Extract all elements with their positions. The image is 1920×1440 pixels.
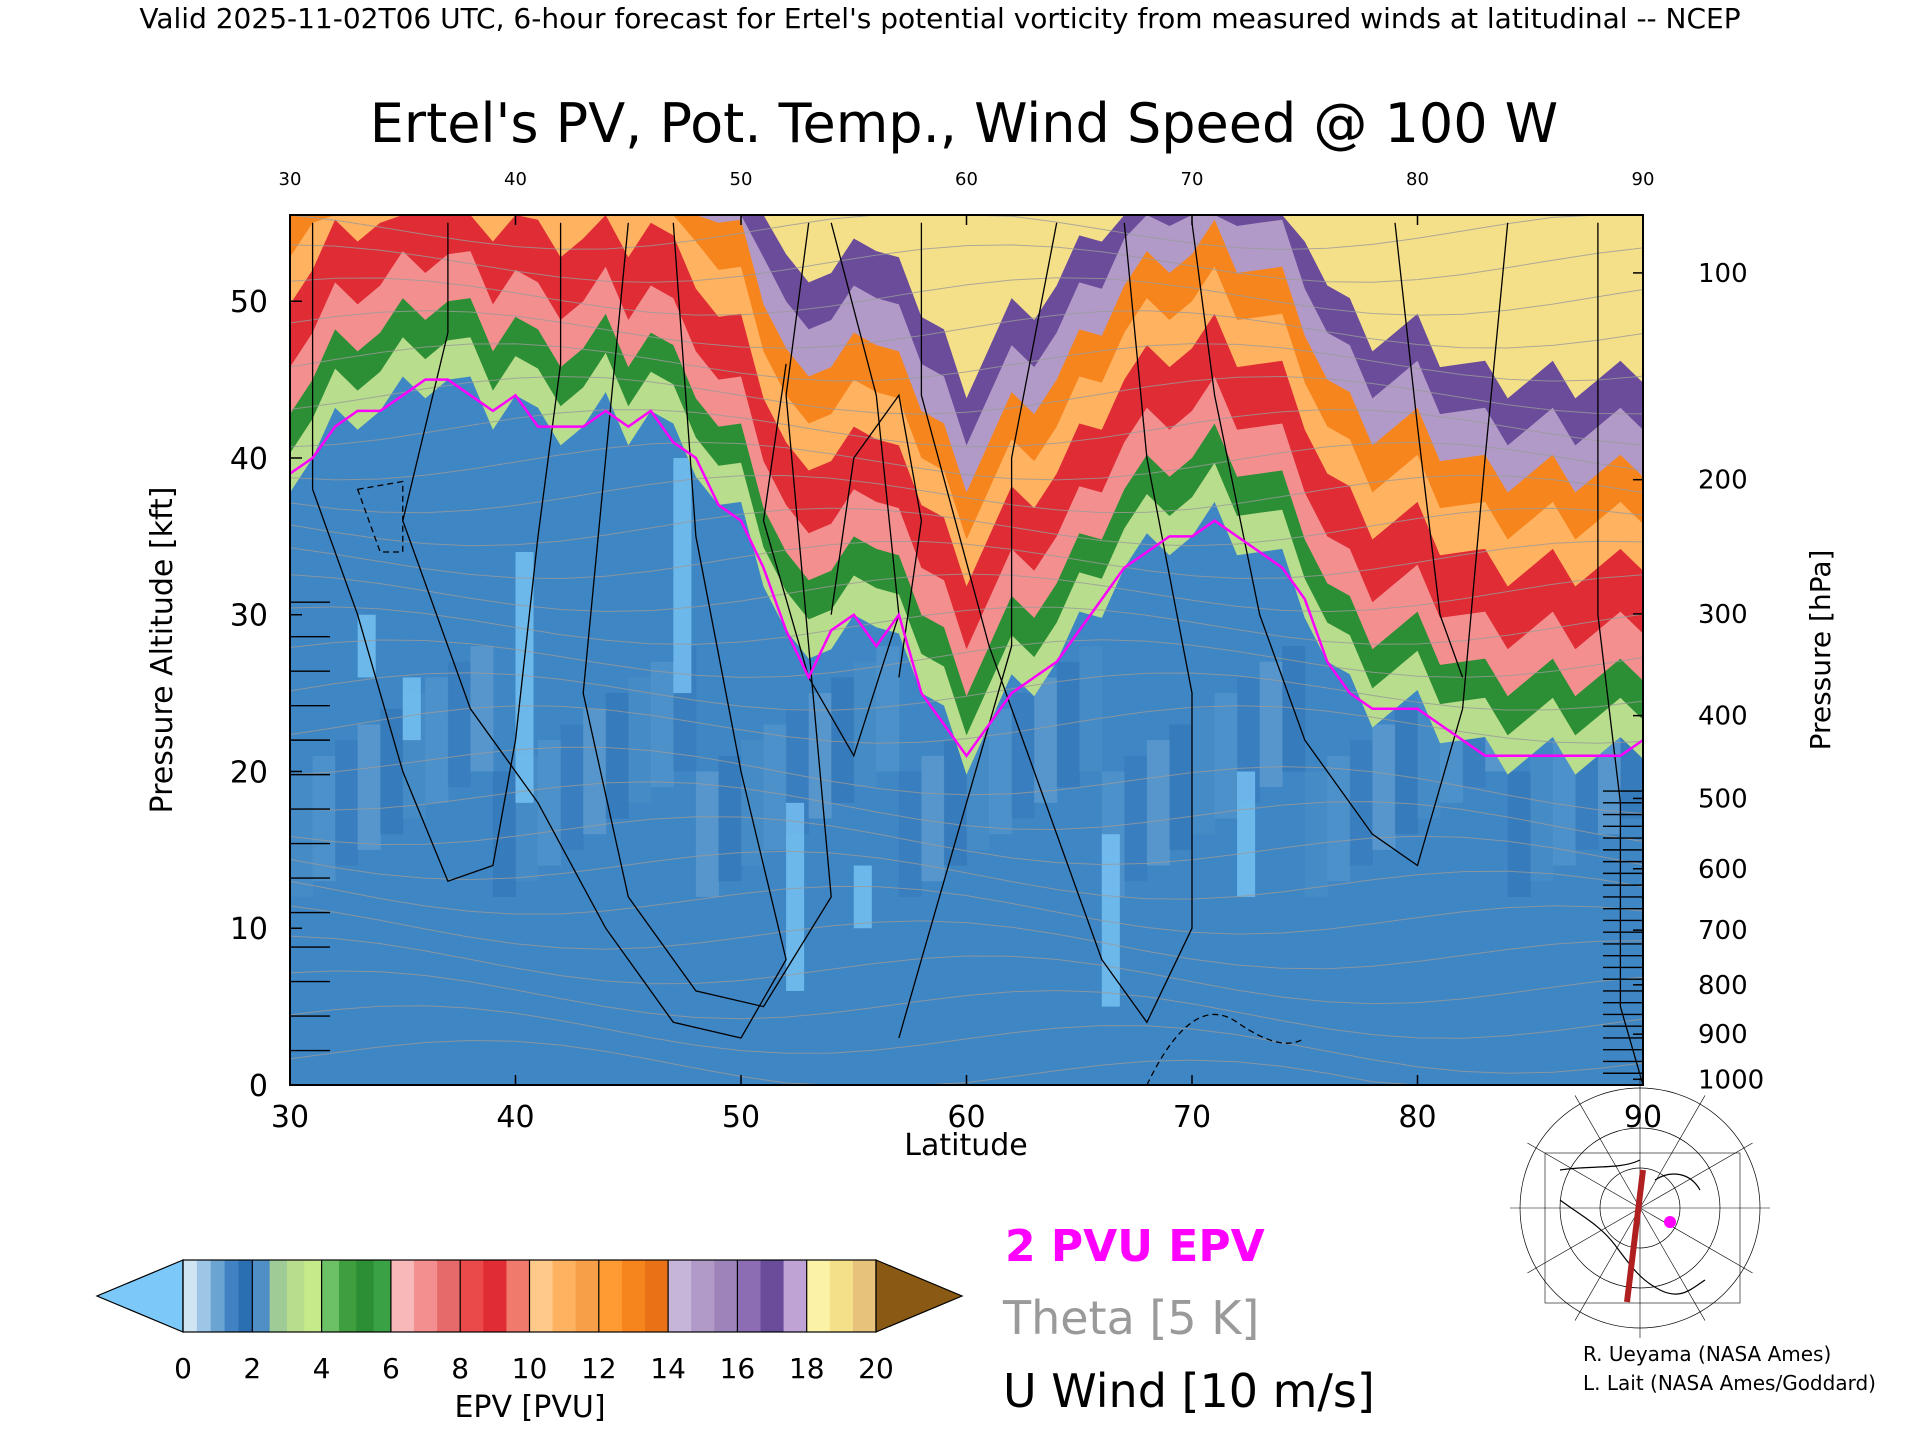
- x-tick-label: 40: [496, 1100, 534, 1135]
- colorbar-swatch: [506, 1260, 531, 1332]
- x-tick-label-top: 30: [279, 169, 302, 190]
- y-tick-label: 40: [230, 442, 268, 477]
- colorbar-label: EPV [PVU]: [454, 1390, 605, 1425]
- colorbar-tick-label: 0: [174, 1352, 192, 1385]
- x-tick-label-top: 40: [504, 169, 527, 190]
- colorbar-swatch: [196, 1260, 212, 1332]
- chart-title: Ertel's PV, Pot. Temp., Wind Speed @ 100…: [370, 92, 1558, 155]
- colorbar-swatch: [691, 1260, 715, 1332]
- p-tick-label: 200: [1698, 466, 1748, 496]
- colorbar-swatch: [338, 1260, 357, 1332]
- y-tick-label: 10: [230, 912, 268, 947]
- colorbar-swatch: [529, 1260, 554, 1332]
- colorbar-swatch: [621, 1260, 646, 1332]
- colorbar-swatch: [783, 1260, 808, 1332]
- colorbar-swatch: [304, 1260, 323, 1332]
- x-tick-label-top: 50: [730, 169, 753, 190]
- colorbar-swatch: [252, 1260, 271, 1332]
- inset-map: [1510, 1078, 1770, 1338]
- colorbar-tick-label: 6: [382, 1352, 400, 1385]
- colorbar-swatch: [356, 1260, 375, 1332]
- colorbar-frame: [182, 1259, 877, 1333]
- colorbar-swatch: [390, 1260, 415, 1332]
- colorbar-swatch: [760, 1260, 785, 1332]
- colorbar-swatch: [852, 1260, 877, 1332]
- y-axis-label-left: Pressure Altitude [kft]: [145, 487, 180, 814]
- colorbar-over: [875, 1259, 964, 1333]
- colorbar-swatch: [238, 1260, 253, 1332]
- p-tick-label: 400: [1698, 702, 1748, 732]
- wind-contours: [311, 222, 1644, 1086]
- colorbar-swatch: [183, 1260, 198, 1332]
- colorbar-tick-label: 2: [243, 1352, 261, 1385]
- p-tick-label: 900: [1698, 1020, 1748, 1050]
- x-tick-label: 60: [947, 1100, 985, 1135]
- epv-colorbar: 0 2 4 6 8 10 12 14 16 18 20: [95, 1259, 964, 1385]
- colorbar-tick-label: 8: [451, 1352, 469, 1385]
- p-tick-label: 500: [1698, 784, 1748, 814]
- x-tick-label: 80: [1398, 1100, 1436, 1135]
- y-tick-label: 50: [230, 285, 268, 320]
- x-tick-label: 70: [1173, 1100, 1211, 1135]
- colorbar-tick-label: 18: [789, 1352, 825, 1385]
- x-axis-label: Latitude: [904, 1128, 1027, 1163]
- two-pvu-line: [289, 378, 1644, 758]
- p-tick-label: 800: [1698, 971, 1748, 1001]
- colorbar-swatch: [714, 1260, 738, 1332]
- x-tick-label-top: 90: [1632, 169, 1655, 190]
- valid-header: Valid 2025-11-02T06 UTC, 6-hour forecast…: [139, 2, 1740, 35]
- colorbar-swatch: [552, 1260, 577, 1332]
- colorbar-tick-label: 4: [313, 1352, 331, 1385]
- axes: 3030404050506060707080809090010203040501…: [230, 169, 1764, 1135]
- colorbar-swatch: [598, 1260, 623, 1332]
- p-tick-label: 100: [1698, 259, 1748, 289]
- colorbar-swatch: [645, 1260, 669, 1332]
- colorbar-under: [95, 1259, 184, 1333]
- y-axis-label-right: Pressure [hPa]: [1804, 550, 1837, 751]
- colorbar-swatch: [668, 1260, 692, 1332]
- y-tick-label: 20: [230, 755, 268, 790]
- y-tick-label: 0: [249, 1069, 268, 1104]
- colorbar-swatch: [269, 1260, 288, 1332]
- colorbar-swatch: [737, 1260, 762, 1332]
- p-tick-label: 700: [1698, 916, 1748, 946]
- legend-theta: Theta [5 K]: [1002, 1291, 1259, 1345]
- colorbar-tick-label: 20: [858, 1352, 894, 1385]
- colorbar-tick-label: 12: [581, 1352, 617, 1385]
- colorbar-swatch: [437, 1260, 461, 1332]
- colorbar-swatch: [373, 1260, 392, 1332]
- theta-contours: [289, 214, 1644, 1086]
- x-tick-label: 30: [271, 1100, 309, 1135]
- colorbar-tick-label: 14: [650, 1352, 686, 1385]
- colorbar-swatch: [829, 1260, 854, 1332]
- p-tick-label: 600: [1698, 855, 1748, 885]
- x-tick-label-top: 70: [1181, 169, 1204, 190]
- colorbar-swatch: [806, 1260, 831, 1332]
- x-tick-label: 50: [722, 1100, 760, 1135]
- x-tick-label-top: 60: [955, 169, 978, 190]
- colorbar-swatch: [286, 1260, 305, 1332]
- colorbar-swatch: [224, 1260, 240, 1332]
- y-tick-label: 30: [230, 599, 268, 634]
- legend-uwind: U Wind [10 m/s]: [1003, 1364, 1375, 1418]
- credit-lait: L. Lait (NASA Ames/Goddard): [1583, 1371, 1876, 1395]
- colorbar-tick-label: 10: [512, 1352, 548, 1385]
- epv-field: [289, 214, 1644, 1086]
- colorbar-swatch: [414, 1260, 438, 1332]
- colorbar-swatch: [210, 1260, 226, 1332]
- colorbar-swatch: [321, 1260, 340, 1332]
- credit-ueyama: R. Ueyama (NASA Ames): [1583, 1342, 1831, 1366]
- colorbar-tick-label: 16: [720, 1352, 756, 1385]
- plot-panel: 3030404050506060707080809090010203040501…: [230, 169, 1764, 1135]
- legend-2pvu: 2 PVU EPV: [1005, 1221, 1265, 1272]
- colorbar-swatch: [460, 1260, 484, 1332]
- x-tick-label: 90: [1624, 1100, 1662, 1135]
- p-tick-label: 300: [1698, 600, 1748, 630]
- x-tick-label-top: 80: [1406, 169, 1429, 190]
- p-tick-label: 1000: [1698, 1065, 1764, 1095]
- colorbar-swatch: [575, 1260, 600, 1332]
- colorbar-swatch: [483, 1260, 507, 1332]
